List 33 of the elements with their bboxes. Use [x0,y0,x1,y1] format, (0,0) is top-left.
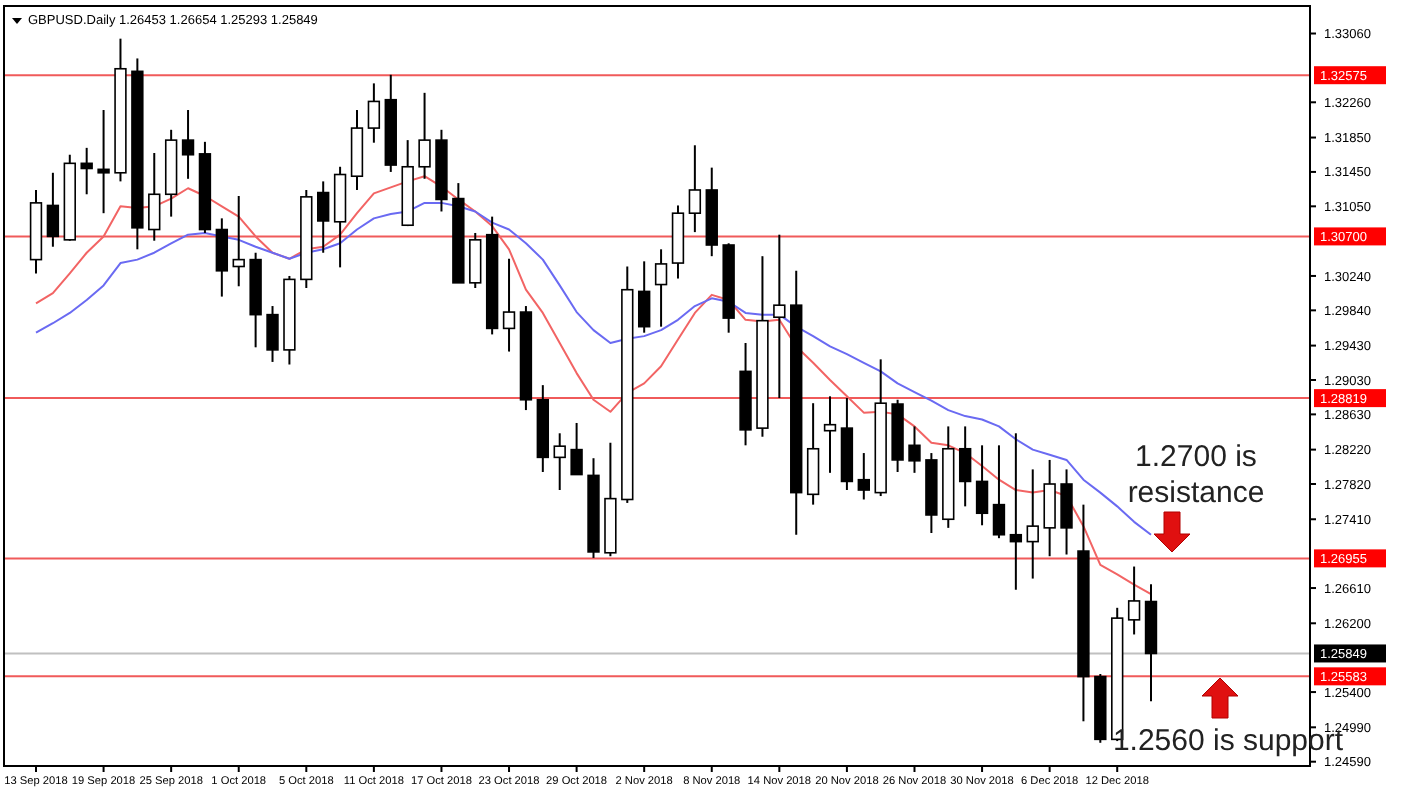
candlestick [570,421,583,476]
candlestick [80,146,93,196]
candlestick [502,257,516,353]
candlestick [317,180,330,254]
candlestick [958,425,972,508]
candlestick [1043,458,1056,558]
candlestick [469,231,482,289]
candlestick [333,165,347,269]
candlestick [908,425,921,474]
candlestick [992,444,1006,540]
candlestick [823,395,837,474]
candlestick [773,233,786,400]
candlestick [688,144,702,234]
candlestick [857,452,871,501]
candlestick [46,171,60,248]
annotation: 1.2700 is resistance [1127,440,1265,510]
candlestick [367,82,381,144]
candlestick [1127,565,1141,636]
candlestick [1009,432,1023,591]
candlestick [418,91,431,180]
candlestick [148,152,161,242]
candlestick [215,217,229,298]
candlestick [1060,468,1073,556]
candlestick [181,109,195,180]
candlestick [654,248,668,328]
candlestick [266,305,279,363]
candlestick [553,432,566,492]
candlestick [637,260,651,334]
candlestick [97,109,110,215]
candlestick [975,444,989,527]
candlestick [806,402,820,506]
candlestick [232,195,245,288]
candlestick [1026,468,1039,580]
